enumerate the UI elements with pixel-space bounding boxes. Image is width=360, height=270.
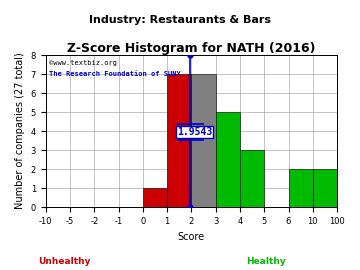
Text: Healthy: Healthy [247, 257, 286, 266]
Bar [216, 112, 240, 207]
Bar [240, 150, 264, 207]
Text: 1.9543: 1.9543 [177, 127, 212, 137]
Bar [313, 169, 337, 207]
Bar [192, 74, 216, 207]
Title: Z-Score Histogram for NATH (2016): Z-Score Histogram for NATH (2016) [67, 42, 316, 55]
Text: ©www.textbiz.org: ©www.textbiz.org [49, 60, 117, 66]
Bar [167, 74, 192, 207]
Text: Industry: Restaurants & Bars: Industry: Restaurants & Bars [89, 15, 271, 25]
Y-axis label: Number of companies (27 total): Number of companies (27 total) [15, 53, 25, 210]
Text: Unhealthy: Unhealthy [39, 257, 91, 266]
X-axis label: Score: Score [178, 231, 205, 241]
Text: The Research Foundation of SUNY: The Research Foundation of SUNY [49, 71, 181, 77]
Bar [143, 188, 167, 207]
Bar [289, 169, 313, 207]
